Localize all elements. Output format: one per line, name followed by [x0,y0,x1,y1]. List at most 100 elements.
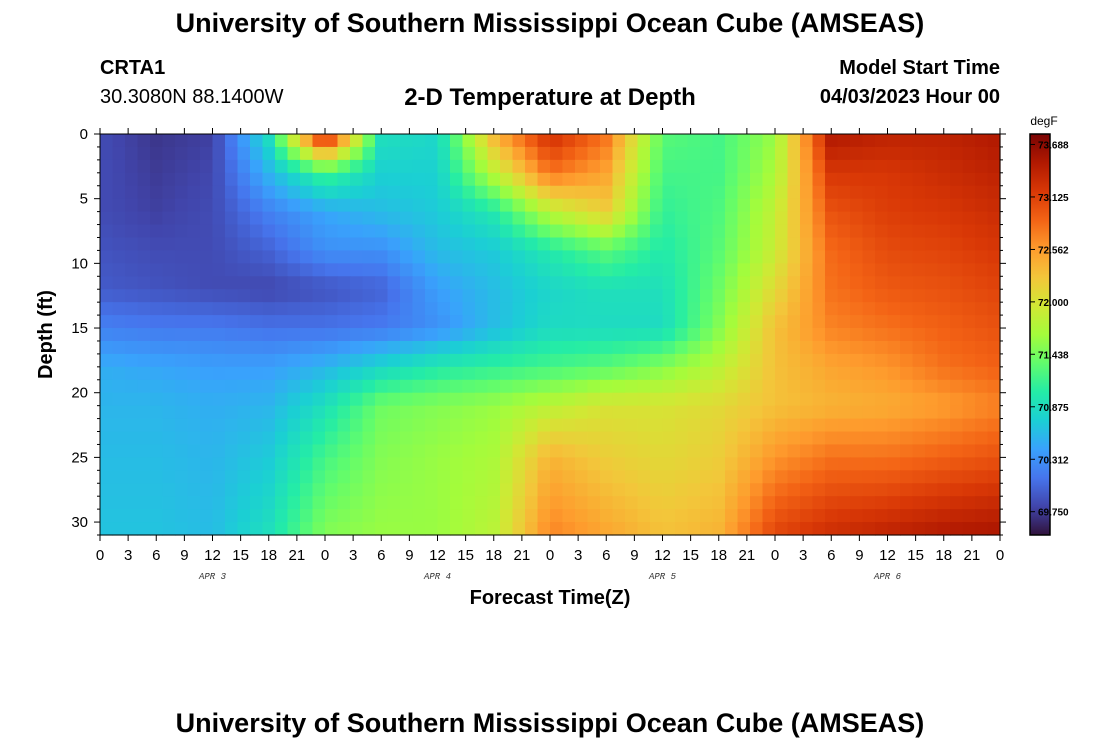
heatmap-cell [387,250,401,264]
heatmap-cell [437,315,451,329]
heatmap-cell [400,405,414,420]
heatmap-cell [512,353,526,368]
heatmap-cell [637,509,651,523]
heatmap-cell [337,353,351,368]
heatmap-cell [362,392,376,407]
heatmap-cell [425,509,439,523]
heatmap-cell [212,457,226,471]
heatmap-cell [737,263,751,277]
heatmap-cell [337,522,351,536]
heatmap-cell [150,172,164,187]
heatmap-cell [687,263,701,277]
heatmap-cell [212,328,226,342]
heatmap-cell [425,224,439,239]
heatmap-cell [600,263,614,277]
heatmap-cell [837,379,851,394]
heatmap-cell [275,250,289,264]
heatmap-cell [362,134,376,148]
heatmap-cell [212,444,226,458]
heatmap-cell [162,276,176,290]
heatmap-cell [262,328,276,342]
heatmap-cell [500,185,514,200]
heatmap-cell [450,250,464,264]
heatmap-cell [225,522,239,536]
heatmap-cell [925,470,939,484]
heatmap-cell [375,328,389,342]
heatmap-cell [425,418,439,433]
heatmap-cell [825,418,839,433]
heatmap-cell [100,224,114,239]
x-tick-label: 12 [204,547,221,564]
heatmap-cell [225,353,239,368]
heatmap-cell [662,353,676,368]
heatmap-cell [325,276,339,290]
heatmap-cell [425,276,439,290]
heatmap-cell [712,418,726,433]
heatmap-cell [637,353,651,368]
heatmap-cell [275,405,289,420]
heatmap-cell [687,431,701,446]
heatmap-cell [625,483,639,497]
heatmap-cell [337,392,351,407]
heatmap-cell [925,289,939,303]
heatmap-cell [287,340,301,355]
heatmap-cell [937,289,951,303]
heatmap-cell [800,340,814,355]
heatmap-cell [862,457,876,471]
heatmap-cell [162,289,176,303]
heatmap-cell [625,211,639,226]
heatmap-cell [225,146,239,161]
heatmap-cell [400,315,414,329]
heatmap-cell [137,185,151,200]
heatmap-cell [650,250,664,264]
heatmap-cell [925,185,939,200]
heatmap-cell [462,405,476,420]
heatmap-cell [275,509,289,523]
heatmap-cell [250,276,264,290]
heatmap-cell [700,134,714,148]
heatmap-cell [425,146,439,161]
heatmap-cell [687,509,701,523]
heatmap-cell [612,470,626,484]
heatmap-cell [112,366,126,381]
heatmap-cell [250,340,264,355]
heatmap-cell [925,431,939,446]
heatmap-cell [675,483,689,497]
heatmap-cell [712,211,726,226]
heatmap-cell [562,340,576,355]
heatmap-cell [250,302,264,316]
heatmap-cell [350,470,364,484]
heatmap-cell [312,185,326,200]
heatmap-cell [762,146,776,161]
heatmap-cell [325,418,339,433]
heatmap-cell [812,328,826,342]
heatmap-cell [500,289,514,303]
heatmap-cell [262,224,276,239]
heatmap-cell [325,302,339,316]
heatmap-cell [162,470,176,484]
heatmap-cell [787,224,801,239]
heatmap-cell [162,211,176,226]
x-tick-label: 12 [879,547,896,564]
heatmap-cell [937,302,951,316]
heatmap-cell [975,483,989,497]
heatmap-cell [887,457,901,471]
heatmap-cell [937,276,951,290]
heatmap-cell [387,353,401,368]
heatmap-cell [987,353,1001,368]
heatmap-cell [787,470,801,484]
heatmap-cell [975,470,989,484]
heatmap-cell [387,483,401,497]
heatmap-cell [775,263,789,277]
day-label: APR 3 [198,572,227,582]
heatmap-cell [175,418,189,433]
x-tick-label: 18 [710,547,727,564]
heatmap-cell [975,302,989,316]
heatmap-cell [762,405,776,420]
heatmap-cell [475,328,489,342]
heatmap-cell [125,444,139,458]
heatmap-cell [200,250,214,264]
heatmap-cell [250,146,264,161]
heatmap-cell [825,250,839,264]
heatmap-cell [887,263,901,277]
